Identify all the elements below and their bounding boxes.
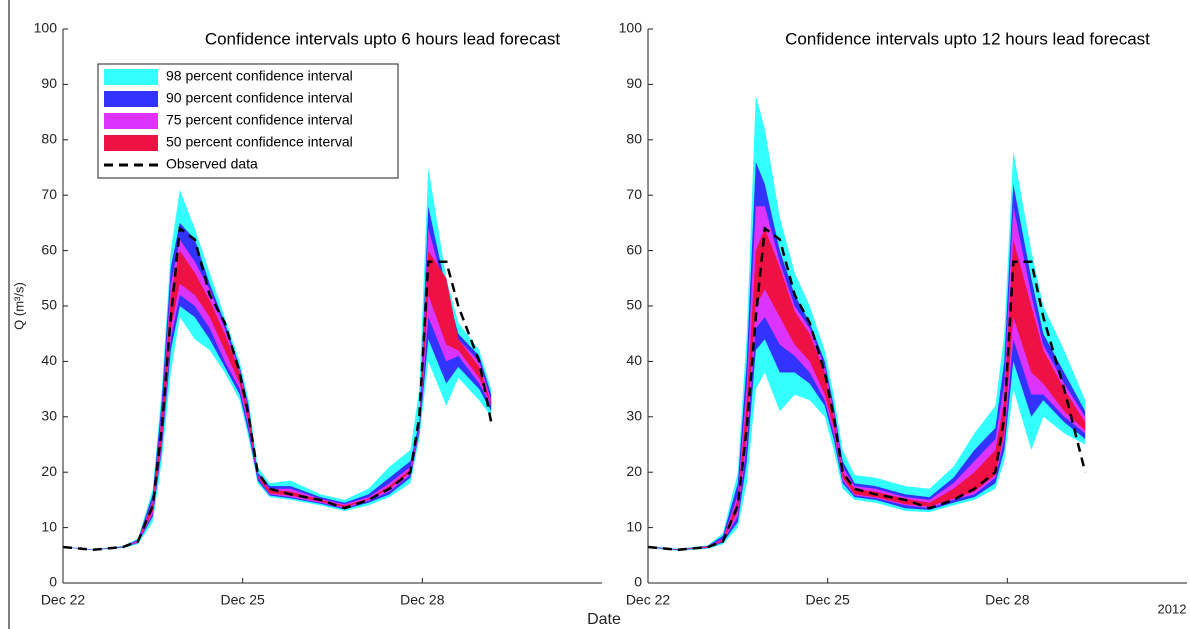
chart-title: Confidence intervals upto 6 hours lead f… <box>205 29 561 48</box>
y-tick-label: 20 <box>41 463 57 479</box>
y-tick-label: 100 <box>34 20 58 36</box>
y-tick-label: 50 <box>41 297 57 313</box>
x-tick-label: Dec 28 <box>985 592 1030 608</box>
y-tick-label: 70 <box>41 186 57 202</box>
y-tick-label: 90 <box>41 75 57 91</box>
y-tick-label: 30 <box>626 408 642 424</box>
confidence-band <box>63 206 492 551</box>
y-tick-label: 70 <box>626 186 642 202</box>
legend-swatch <box>104 91 158 107</box>
observed-line <box>647 226 1087 552</box>
y-tick-label: 20 <box>626 463 642 479</box>
chart-title: Confidence intervals upto 12 hours lead … <box>785 29 1150 48</box>
confidence-band <box>63 167 492 551</box>
legend-label: 90 percent confidence interval <box>166 90 353 106</box>
x-tick-label: Dec 22 <box>626 592 671 608</box>
y-tick-label: 100 <box>619 20 643 36</box>
x-tick-label: Dec 28 <box>400 592 445 608</box>
y-tick-label: 80 <box>41 131 57 147</box>
legend-label: 50 percent confidence interval <box>166 134 353 150</box>
year-annotation: 2012 <box>1158 601 1187 616</box>
x-tick-label: Dec 25 <box>805 592 850 608</box>
panel: 0 10 20 30 40 50 60 70 80 90 100 Dec 22 Dec 25 Dec 28… <box>619 20 1187 616</box>
y-tick-label: 50 <box>626 297 642 313</box>
confidence-band <box>63 250 492 550</box>
y-tick-label: 90 <box>626 75 642 91</box>
y-tick-label: 10 <box>626 518 642 534</box>
panel: 0 10 20 30 40 50 60 70 80 90 100 Dec 22 Dec 25 Dec 28… <box>11 20 602 608</box>
x-axis-label: Date <box>587 611 621 628</box>
y-tick-label: 10 <box>41 518 57 534</box>
y-tick-label: 0 <box>49 574 57 590</box>
legend: 98 percent confidence interval 90 percent… <box>97 63 399 179</box>
x-tick-label: Dec 22 <box>41 592 86 608</box>
observed-line <box>62 226 493 552</box>
legend-label: 98 percent confidence interval <box>166 68 353 84</box>
legend-swatch <box>104 135 158 151</box>
x-tick-label: Dec 25 <box>220 592 265 608</box>
legend-swatch <box>104 113 158 129</box>
y-tick-label: 80 <box>626 131 642 147</box>
legend-label: Observed data <box>166 156 258 172</box>
y-axis-label: Q (m³/s) <box>11 282 26 330</box>
y-tick-label: 40 <box>626 352 642 368</box>
y-tick-label: 40 <box>41 352 57 368</box>
legend-label: 75 percent confidence interval <box>166 112 353 128</box>
y-tick-label: 60 <box>626 241 642 257</box>
legend-swatch <box>104 69 158 85</box>
y-tick-label: 60 <box>41 241 57 257</box>
y-tick-label: 0 <box>634 574 642 590</box>
y-tick-label: 30 <box>41 408 57 424</box>
